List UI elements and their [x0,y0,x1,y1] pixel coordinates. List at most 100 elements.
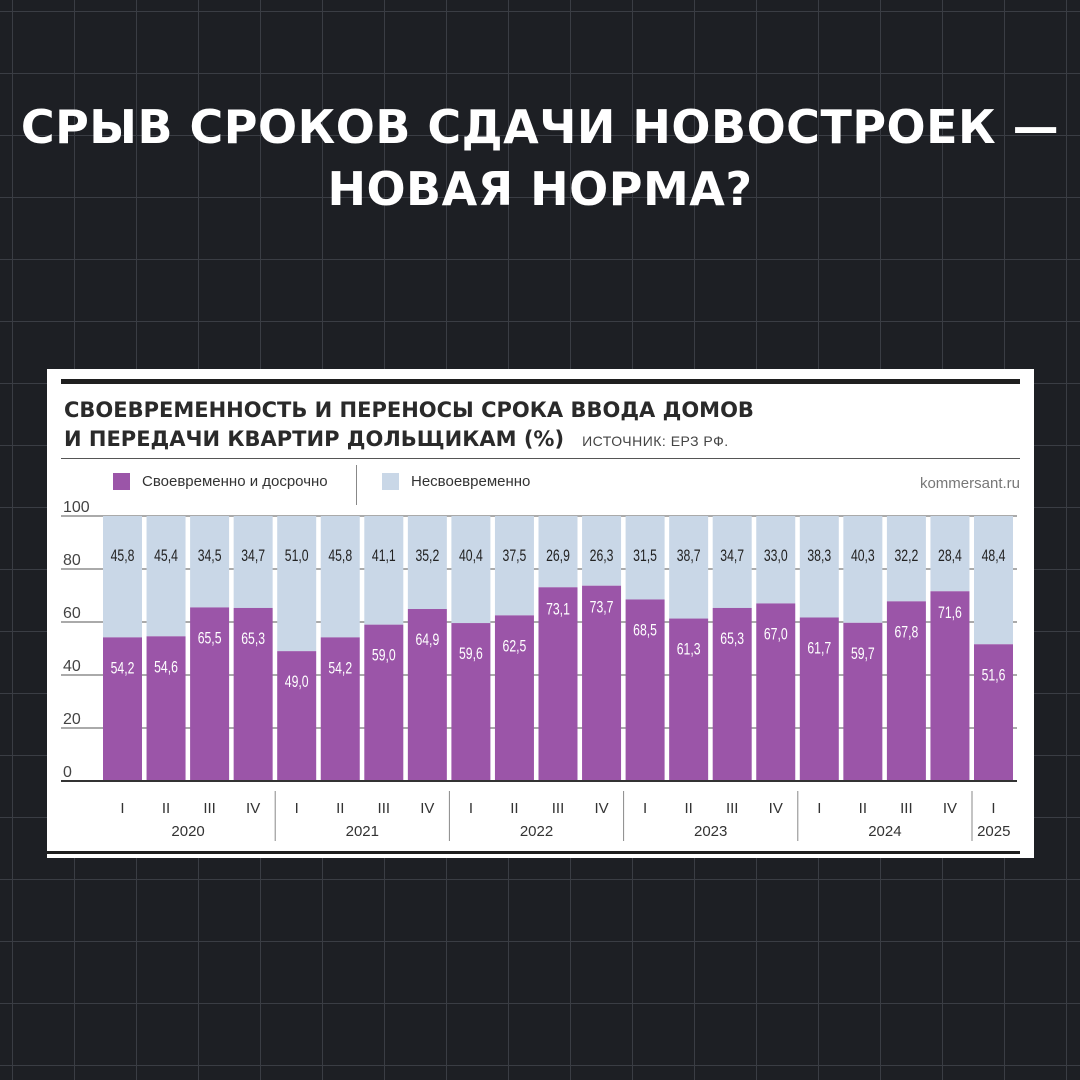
bar-on-time [843,622,883,781]
data-label-on-time: 68,5 [633,622,657,640]
data-label-late: 40,4 [459,547,483,565]
data-label-on-time: 65,3 [241,630,265,648]
headline-line-2: НОВАЯ НОРМА? [327,162,753,216]
x-tick-quarter: III [378,800,391,817]
data-label-on-time: 61,7 [807,640,831,658]
data-label-late: 37,5 [503,547,527,565]
bar-late [364,516,404,625]
x-tick-quarter: II [510,800,518,817]
bar-on-time [930,591,970,781]
x-tick-quarter: IV [769,800,783,817]
data-label-late: 34,7 [241,547,265,565]
bar-on-time [146,636,186,781]
bar-late [451,516,491,624]
bar-on-time [407,609,447,781]
bar-late [190,516,230,608]
data-label-on-time: 62,5 [503,638,527,656]
chart-title-line-1: СВОЕВРЕМЕННОСТЬ И ПЕРЕНОСЫ СРОКА ВВОДА Д… [64,398,754,422]
data-label-on-time: 65,5 [198,630,222,648]
x-tick-quarter: III [552,800,565,817]
x-tick-year: 2021 [346,823,379,840]
data-label-late: 35,2 [415,547,439,565]
chart-title: СВОЕВРЕМЕННОСТЬ И ПЕРЕНОСЫ СРОКА ВВОДА Д… [64,396,754,456]
bar-on-time [451,623,491,781]
data-label-late: 45,4 [154,547,178,565]
y-tick-label: 100 [63,499,90,516]
data-label-on-time: 54,2 [328,660,352,678]
x-tick-quarter: IV [943,800,957,817]
x-tick-year: 2022 [520,823,553,840]
data-label-on-time: 71,6 [938,604,962,622]
legend-item-late: Несвоевременно [382,473,530,490]
bar-late [277,516,317,652]
headline: СРЫВ СРОКОВ СДАЧИ НОВОСТРОЕК — НОВАЯ НОР… [0,96,1080,220]
bar-on-time [974,644,1013,781]
x-tick-quarter: I [469,800,473,817]
bar-late [625,516,665,600]
chart-title-line-2-text: И ПЕРЕДАЧИ КВАРТИР ДОЛЬЩИКАМ (%) [64,427,565,451]
x-tick-quarter: IV [246,800,260,817]
bar-on-time [886,601,926,781]
data-label-late: 45,8 [111,547,135,565]
bar-late [407,516,447,610]
data-label-late: 26,3 [590,547,614,565]
bar-late [886,516,926,602]
bar-on-time [669,618,709,781]
x-tick-quarter: III [203,800,216,817]
x-tick-quarter: I [817,800,821,817]
bar-late [974,516,1013,645]
card-top-rule [61,379,1020,384]
y-tick-label: 0 [63,764,72,781]
site-credit: kommersant.ru [919,475,1020,492]
bar-late [712,516,752,608]
x-tick-quarter: I [295,800,299,817]
data-label-late: 34,5 [198,547,222,565]
data-label-late: 26,9 [546,547,570,565]
data-label-on-time: 59,7 [851,645,875,663]
data-label-on-time: 49,0 [285,673,309,691]
card-bottom-rule [47,851,1020,854]
bar-on-time [364,624,404,781]
legend-separator [356,465,357,505]
data-label-late: 38,3 [807,547,831,565]
data-label-on-time: 51,6 [982,666,1006,684]
x-tick-quarter: III [900,800,913,817]
x-tick-quarter: II [859,800,867,817]
bar-late [930,516,970,592]
bar-on-time [190,607,230,781]
x-tick-quarter: II [684,800,692,817]
data-label-on-time: 73,7 [590,599,614,617]
bar-on-time [712,607,752,781]
bar-on-time [494,615,534,781]
chart-card: СВОЕВРЕМЕННОСТЬ И ПЕРЕНОСЫ СРОКА ВВОДА Д… [47,369,1034,858]
bar-late [756,516,796,604]
bar-late [538,516,578,588]
data-label-on-time: 59,0 [372,647,396,665]
data-label-on-time: 54,6 [154,659,178,677]
bar-on-time [320,637,360,781]
chart-source: ИСТОЧНИК: ЕРЗ РФ. [582,433,729,449]
data-label-on-time: 73,1 [546,601,570,619]
y-tick-label: 20 [63,711,81,728]
bar-late [103,516,142,638]
data-label-late: 40,3 [851,547,875,565]
data-label-on-time: 64,9 [415,631,439,649]
bar-late [669,516,709,619]
x-tick-quarter: II [336,800,344,817]
data-label-on-time: 61,3 [677,641,701,659]
headline-line-1: СРЫВ СРОКОВ СДАЧИ НОВОСТРОЕК — [20,100,1060,154]
x-tick-quarter: I [120,800,124,817]
x-tick-quarter: IV [594,800,608,817]
data-label-late: 48,4 [982,547,1006,565]
x-tick-year: 2023 [694,823,727,840]
x-tick-quarter: IV [420,800,434,817]
bar-on-time [277,651,317,781]
bar-late [233,516,273,608]
data-label-late: 31,5 [633,547,657,565]
chart-title-line-2: И ПЕРЕДАЧИ КВАРТИР ДОЛЬЩИКАМ (%) ИСТОЧНИК… [64,425,754,456]
bar-on-time [538,587,578,781]
bar-late [494,516,534,616]
bar-late [843,516,883,623]
x-tick-quarter: I [643,800,647,817]
y-tick-label: 60 [63,605,81,622]
